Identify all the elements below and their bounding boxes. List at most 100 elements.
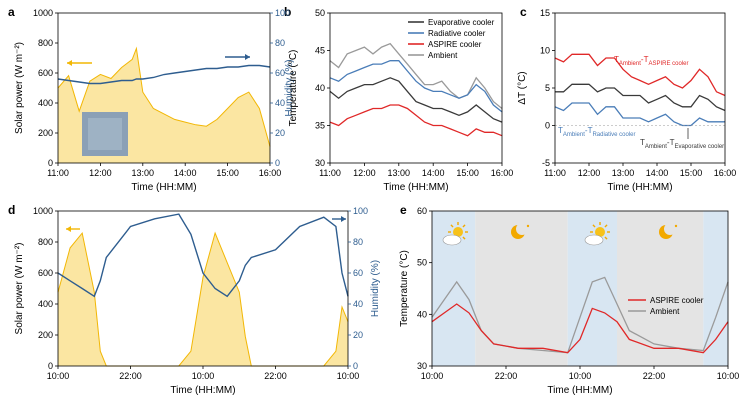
y-tick-label-d: 800 (38, 237, 53, 247)
x-tick-label-e: 10:00 (421, 371, 444, 381)
y-right-tick-label-d: 100 (353, 206, 368, 216)
y-tick-label-a: 600 (38, 68, 53, 78)
y-axis-title-b: Temperature (°C) (288, 50, 299, 127)
cooler-photo-highlight-a (88, 118, 122, 150)
x-tick-label-b: 16:00 (491, 168, 514, 178)
sun-ray (604, 236, 608, 240)
y-right-tick-label-d: 20 (353, 330, 363, 340)
legend-label-b: Ambient (428, 51, 458, 60)
annotation-aspire-c-part: -T (641, 55, 649, 64)
annotation-aspire-c-part: Ambient (619, 61, 641, 67)
moon-cutout (516, 223, 528, 235)
x-tick-label-e: 10:00 (569, 371, 592, 381)
moon-star (526, 224, 530, 228)
y-right-tick-label-d: 80 (353, 237, 363, 247)
delta-line-c-0 (554, 53, 726, 97)
annotation-radiative-c-part: T (558, 126, 563, 135)
y-axis-title-e: Temperature (°C) (399, 250, 410, 327)
y-tick-label-d: 0 (48, 361, 53, 371)
x-tick-label-c: 14:00 (646, 168, 669, 178)
y-tick-label-d: 1000 (33, 206, 53, 216)
x-axis-title-e: Time (HH:MM) (547, 385, 612, 396)
y-right-tick-label-d: 60 (353, 268, 363, 278)
y-tick-label-c: -5 (542, 158, 550, 168)
x-tick-label-c: 13:00 (612, 168, 635, 178)
x-tick-label-b: 15:00 (456, 168, 479, 178)
humidity-line-a (57, 64, 271, 85)
left-axis-arrow-a-head (67, 60, 72, 66)
y-tick-label-e: 50 (417, 258, 427, 268)
panel-label-d: d (8, 203, 15, 217)
y-tick-label-c: 15 (540, 8, 550, 18)
sun-ray (462, 236, 466, 240)
x-tick-label-c: 16:00 (714, 168, 737, 178)
y-tick-label-a: 0 (48, 158, 53, 168)
x-axis-title-d: Time (HH:MM) (170, 385, 235, 396)
series-line-b-3 (329, 42, 503, 110)
annotation-radiative-c-part: Ambient (563, 132, 585, 138)
y-tick-label-b: 45 (315, 46, 325, 56)
x-tick-label-b: 13:00 (388, 168, 411, 178)
sun-ray (592, 224, 596, 228)
legend-label-b: Evaporative cooler (428, 18, 495, 27)
sun-disc (453, 227, 463, 237)
y-tick-label-d: 600 (38, 268, 53, 278)
y-tick-label-a: 400 (38, 98, 53, 108)
y-tick-label-a: 800 (38, 38, 53, 48)
y-right-tick-label-a: 0 (275, 158, 280, 168)
x-tick-label-d: 22:00 (264, 371, 287, 381)
y-axis-title-d: Solar power (W m⁻²) (14, 243, 25, 335)
moon-cutout (664, 223, 676, 235)
annotation-radiative-c-part: Radiative cooler (592, 132, 635, 138)
annotation-aspire-c-part: T (614, 55, 619, 64)
y-right-tick-label-d: 40 (353, 299, 363, 309)
annotation-aspire-c-part: ASPIRE cooler (648, 61, 688, 67)
y-right-axis-title-a: Humidity (%) (284, 59, 295, 116)
panel-label-b: b (284, 5, 291, 19)
x-tick-label-c: 15:00 (680, 168, 703, 178)
x-tick-label-b: 11:00 (319, 168, 341, 178)
x-axis-title-c: Time (HH:MM) (607, 182, 672, 193)
left-axis-arrow-d-head (66, 226, 71, 232)
x-tick-label-e: 22:00 (495, 371, 518, 381)
x-tick-label-a: 16:00 (259, 168, 282, 178)
legend-label-b: ASPIRE cooler (428, 40, 482, 49)
y-tick-label-d: 200 (38, 330, 53, 340)
moon-icon (511, 223, 530, 239)
delta-line-c-2 (554, 102, 725, 127)
y-tick-label-b: 40 (315, 83, 325, 93)
annotation-evaporative-c-part: T (640, 138, 645, 147)
cloud-shape (442, 234, 462, 246)
y-tick-label-a: 200 (38, 128, 53, 138)
annotation-aspire-c: TAmbient-TASPIRE cooler (614, 55, 689, 67)
y-right-tick-label-a: 60 (275, 68, 285, 78)
x-tick-label-d: 10:00 (192, 371, 215, 381)
x-tick-label-c: 11:00 (544, 168, 566, 178)
day-band-e (703, 211, 728, 366)
panel-label-a: a (8, 5, 15, 19)
panel-label-e: e (400, 203, 407, 217)
y-right-tick-label-d: 0 (353, 361, 358, 371)
annotation-evaporative-c-part: Ambient (645, 144, 667, 150)
humidity-line-d (57, 213, 349, 298)
right-axis-arrow-d-head (341, 216, 346, 222)
y-tick-label-d: 400 (38, 299, 53, 309)
annotation-evaporative-c-part: Evaporative cooler (674, 144, 724, 150)
moon-icon (659, 223, 678, 239)
sun-ray (604, 224, 608, 228)
series-line-b-0 (329, 77, 503, 123)
y-tick-label-a: 1000 (33, 8, 53, 18)
x-tick-label-d: 22:00 (119, 371, 142, 381)
y-tick-label-e: 30 (417, 361, 427, 371)
y-tick-label-c: 0 (545, 121, 550, 131)
x-tick-label-a: 14:00 (174, 168, 197, 178)
x-tick-label-e: 22:00 (643, 371, 666, 381)
y-right-tick-label-a: 100 (275, 8, 290, 18)
right-axis-arrow-a-head (245, 54, 250, 60)
y-tick-label-b: 35 (315, 121, 325, 131)
x-tick-label-d: 10:00 (47, 371, 70, 381)
sun-disc (595, 227, 605, 237)
y-tick-label-c: 5 (545, 83, 550, 93)
legend-label-e: Ambient (650, 307, 680, 316)
